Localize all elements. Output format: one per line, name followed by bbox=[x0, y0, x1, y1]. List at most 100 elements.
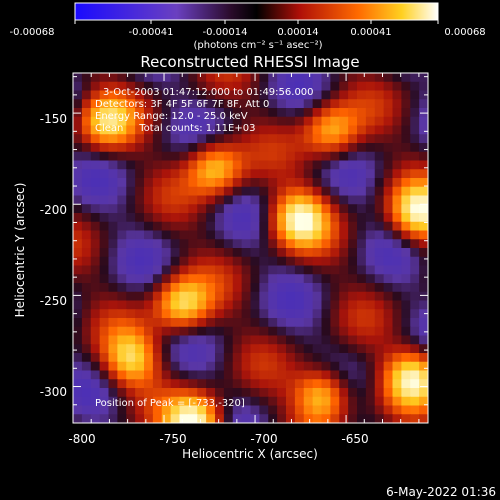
heatmap-cell bbox=[241, 274, 252, 284]
heatmap-cell bbox=[268, 204, 278, 214]
heatmap-cell bbox=[312, 300, 323, 310]
heatmap-cell bbox=[374, 99, 385, 109]
heatmap-cell bbox=[215, 239, 225, 249]
heatmap-cell bbox=[348, 134, 358, 144]
heatmap-cell bbox=[126, 81, 136, 92]
heatmap-cell bbox=[108, 335, 118, 345]
heatmap-cell bbox=[215, 125, 225, 135]
heatmap-cell bbox=[135, 143, 145, 153]
heatmap-cell bbox=[126, 265, 136, 275]
heatmap-cell bbox=[330, 379, 340, 389]
heatmap-cell bbox=[277, 344, 287, 354]
heatmap-cell bbox=[161, 195, 172, 205]
heatmap-cell bbox=[339, 370, 349, 380]
heatmap-cell bbox=[348, 283, 358, 293]
heatmap-cell bbox=[117, 81, 127, 92]
heatmap-cell bbox=[339, 239, 349, 249]
heatmap-cell bbox=[348, 318, 358, 328]
heatmap-cell bbox=[294, 256, 305, 267]
heatmap-cell bbox=[392, 379, 402, 389]
heatmap-cell bbox=[223, 291, 234, 302]
heatmap-cell bbox=[401, 274, 411, 284]
heatmap-cell bbox=[374, 143, 385, 153]
heatmap-cell bbox=[108, 221, 118, 232]
heatmap-cell bbox=[179, 318, 189, 328]
heatmap-cell bbox=[241, 414, 252, 423]
heatmap-cell bbox=[90, 265, 101, 275]
heatmap-cell bbox=[99, 379, 110, 389]
heatmap-cell bbox=[312, 213, 323, 223]
heatmap-cell bbox=[99, 291, 110, 302]
heatmap-cell bbox=[348, 344, 358, 354]
heatmap-cell bbox=[206, 283, 216, 293]
heatmap-cell bbox=[410, 405, 420, 415]
heatmap-cell bbox=[161, 160, 172, 170]
heatmap-cell bbox=[374, 283, 385, 293]
heatmap-cell bbox=[73, 309, 83, 319]
heatmap-cell bbox=[303, 309, 314, 319]
heatmap-cell bbox=[348, 213, 358, 223]
heatmap-cell bbox=[357, 143, 367, 153]
heatmap-cell bbox=[170, 160, 181, 170]
heatmap-cell bbox=[312, 326, 323, 337]
heatmap-cell bbox=[108, 405, 118, 415]
heatmap-cell bbox=[152, 396, 163, 407]
heatmap-cell bbox=[383, 230, 394, 240]
heatmap-cell bbox=[179, 370, 189, 380]
heatmap-cell bbox=[410, 388, 420, 398]
heatmap-cell bbox=[330, 300, 340, 310]
heatmap-cell bbox=[152, 221, 163, 232]
heatmap-cell bbox=[206, 274, 216, 284]
heatmap-cell bbox=[232, 396, 243, 407]
heatmap-cell bbox=[286, 125, 296, 135]
heatmap-cell bbox=[268, 318, 278, 328]
heatmap-cell bbox=[286, 195, 296, 205]
heatmap-cell bbox=[126, 291, 136, 302]
heatmap-cell bbox=[81, 143, 92, 153]
heatmap-cell bbox=[401, 283, 411, 293]
heatmap-cell bbox=[188, 344, 198, 354]
heatmap-cell bbox=[321, 353, 331, 363]
heatmap-cell bbox=[135, 283, 145, 293]
heatmap-cell bbox=[197, 326, 207, 337]
heatmap-cell bbox=[339, 291, 349, 302]
heatmap-cell bbox=[90, 291, 101, 302]
heatmap-cell bbox=[135, 178, 145, 188]
heatmap-cell bbox=[215, 143, 225, 153]
heatmap-cell bbox=[223, 116, 234, 127]
heatmap-cell bbox=[392, 230, 402, 240]
heatmap-cell bbox=[374, 169, 385, 179]
heatmap-cell bbox=[241, 99, 252, 109]
heatmap-cell bbox=[357, 204, 367, 214]
heatmap-cell bbox=[197, 99, 207, 109]
heatmap-cell bbox=[410, 326, 420, 337]
heatmap-cell bbox=[312, 169, 323, 179]
heatmap-cell bbox=[374, 116, 385, 127]
heatmap-cell bbox=[277, 353, 287, 363]
heatmap-cell bbox=[250, 186, 260, 197]
heatmap-cell bbox=[223, 178, 234, 188]
heatmap-cell bbox=[294, 283, 305, 293]
heatmap-cell bbox=[73, 204, 83, 214]
heatmap-cell bbox=[401, 178, 411, 188]
heatmap-cell bbox=[215, 73, 225, 83]
heatmap-cell bbox=[126, 353, 136, 363]
heatmap-cell bbox=[206, 239, 216, 249]
heatmap-cell bbox=[241, 186, 252, 197]
heatmap-cell bbox=[241, 143, 252, 153]
heatmap-cell bbox=[144, 256, 154, 267]
heatmap-cell bbox=[90, 309, 101, 319]
heatmap-cell bbox=[126, 99, 136, 109]
heatmap-cell bbox=[90, 405, 101, 415]
heatmap-cell bbox=[365, 396, 376, 407]
heatmap-cell bbox=[294, 81, 305, 92]
heatmap-cell bbox=[348, 239, 358, 249]
heatmap-cell bbox=[135, 300, 145, 310]
heatmap-cell bbox=[419, 169, 428, 179]
heatmap-cell bbox=[170, 309, 181, 319]
heatmap-cell bbox=[90, 204, 101, 214]
heatmap-cell bbox=[294, 300, 305, 310]
heatmap-cell bbox=[179, 265, 189, 275]
heatmap-cell bbox=[81, 353, 92, 363]
heatmap-cell bbox=[303, 265, 314, 275]
